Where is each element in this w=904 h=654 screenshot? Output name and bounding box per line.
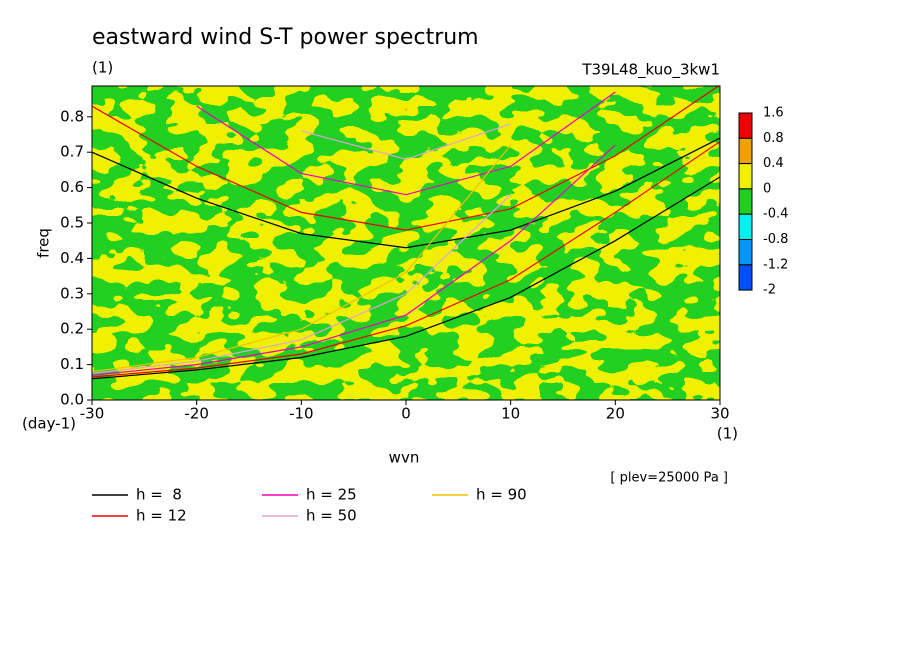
dispersion-curve — [301, 123, 511, 160]
colorbar-box — [738, 264, 753, 291]
colorbar-box — [738, 213, 753, 240]
y-tick-label: 0.8 — [60, 107, 84, 125]
dispersion-curve — [92, 86, 720, 231]
legend-label: h = 8 — [136, 486, 182, 504]
colorbar-label: -2 — [763, 283, 776, 298]
dispersion-point — [404, 108, 408, 112]
x-tick-label: -20 — [184, 405, 209, 423]
y-tick-label: 0.0 — [60, 391, 84, 409]
dispersion-curve — [92, 176, 720, 380]
x-tick-label: 0 — [401, 405, 411, 423]
colorbar-label: 0.8 — [763, 131, 784, 146]
annotation: [ plev=25000 Pa ] — [610, 471, 728, 486]
x-tick-label: -30 — [80, 405, 105, 423]
colorbar-label: 1.6 — [763, 106, 784, 121]
colorbar-box — [738, 163, 753, 190]
curves — [92, 86, 720, 380]
colorbar-box — [738, 188, 753, 215]
y-tick-label: 0.6 — [60, 178, 84, 196]
x-tick-label: 20 — [606, 405, 625, 423]
x-tick-label: 10 — [501, 405, 520, 423]
y-tick-label: 0.5 — [60, 213, 84, 231]
colorbar-label: -1.2 — [763, 257, 788, 272]
colorbar-label: -0.4 — [763, 207, 788, 222]
x-tick-label: 30 — [710, 405, 729, 423]
dispersion-curve — [92, 144, 512, 373]
x-axis-label: wvn — [389, 449, 420, 467]
legend-label: h = 90 — [476, 486, 527, 504]
y-tick-label: 0.2 — [60, 320, 84, 338]
legend-label: h = 50 — [306, 507, 357, 525]
x-tick-label: -10 — [289, 405, 314, 423]
y-axis-label: freq — [35, 228, 53, 258]
colorbar-box — [738, 112, 753, 139]
y-tick-label: 0.1 — [60, 355, 84, 373]
x-unit: (1) — [717, 425, 738, 443]
y-tick-label: 0.4 — [60, 249, 84, 267]
subtitle: (1) — [92, 59, 113, 77]
colorbar-label: 0 — [763, 181, 771, 196]
y-unit: (day-1) — [22, 415, 76, 433]
field-texture — [92, 86, 720, 400]
colorbar-box — [738, 137, 753, 165]
y-tick-label: 0.7 — [60, 143, 84, 161]
dispersion-curve — [92, 141, 720, 378]
colorbar-label: 0.4 — [763, 156, 784, 171]
legend-label: h = 25 — [306, 486, 357, 504]
y-tick-label: 0.3 — [60, 284, 84, 302]
colorbar-box — [738, 239, 753, 266]
colorbar-label: -0.8 — [763, 232, 788, 247]
legend-label: h = 12 — [136, 507, 187, 525]
chart-title: eastward wind S-T power spectrum — [92, 25, 479, 50]
run-label: T39L48_kuo_3kw1 — [581, 61, 720, 80]
dispersion-curve — [92, 144, 616, 376]
dispersion-curve — [92, 194, 512, 375]
dispersion-curve — [92, 137, 720, 249]
dispersion-curve — [196, 91, 616, 196]
